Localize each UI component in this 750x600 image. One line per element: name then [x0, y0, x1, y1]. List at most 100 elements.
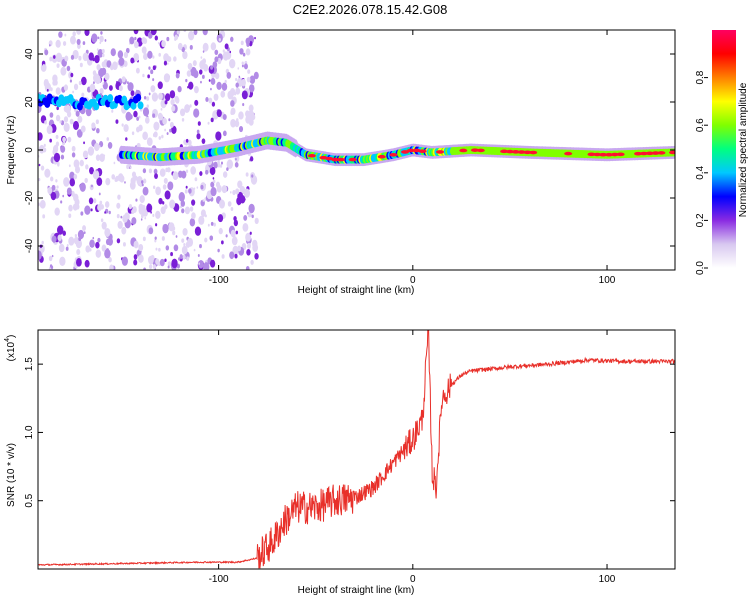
spectrogram-noise-cell [230, 107, 236, 115]
spectrogram-noise-cell [51, 254, 54, 258]
spectrogram-noise-cell [246, 41, 250, 48]
spectrogram-noise-cell [210, 181, 215, 188]
spectrogram-noise-cell [152, 133, 156, 138]
spectrogram-noise-cell [198, 262, 201, 266]
snr-series-line [38, 330, 675, 569]
snr-x-tick-label: -100 [209, 574, 229, 585]
spectrogram-noise-cell [52, 145, 59, 153]
spectrogram-noise-cell [236, 118, 239, 122]
spectrogram-noise-cell [69, 178, 76, 187]
colorbar-tick-label: 0.4 [695, 165, 706, 179]
spectrogram-noise-cell [120, 215, 123, 219]
colorbar-tick-label: 0.0 [695, 261, 706, 275]
spectrogram-noise-cell [248, 203, 255, 214]
spectrogram-noise-cell [116, 213, 120, 219]
spectrogram-noise-cell [48, 44, 51, 47]
spectrogram-noise-cell [135, 126, 140, 133]
spectrogram-noise-cell [116, 202, 121, 209]
spectrogram-noise-cell [55, 39, 61, 48]
spectrogram-noise-cell [159, 168, 166, 177]
spectrogram-noise-cell [237, 180, 243, 189]
spectrogram-noise-cell [251, 214, 254, 219]
spectrogram-noise-cell [235, 188, 240, 195]
spectrogram-noise-cell [152, 264, 157, 270]
spectrogram-noise-cell [225, 234, 228, 238]
spectrogram-noise-cell [217, 248, 220, 253]
spectrogram-noise-cell [208, 97, 213, 104]
spectrogram-noise-cell [229, 50, 232, 54]
spectrogram-noise-cell [128, 204, 133, 210]
spectrogram-noise-cell [150, 211, 152, 214]
spectrogram-noise-cell [94, 54, 100, 64]
spectrogram-noise-cell [169, 90, 176, 99]
spectrogram-noise-cell [66, 187, 72, 195]
spectrogram-noise-cell [246, 248, 251, 256]
spectrogram-noise-cell [83, 231, 86, 235]
spectrogram-noise-cell [193, 108, 200, 118]
spectrogram-noise-cell [199, 244, 202, 249]
spectrogram-noise-cell [89, 83, 96, 93]
spectrogram-noise-cell [189, 206, 194, 212]
snr-y-tick-label: 1.5 [24, 357, 35, 371]
spectrogram-noise-cell [135, 67, 140, 74]
spectrogram-noise-cell [96, 127, 100, 134]
spectrogram-noise-cell [185, 78, 188, 83]
spectrogram-noise-cell [170, 98, 175, 106]
spectrogram-noise-cell [72, 120, 80, 130]
spectrogram-noise-cell [65, 246, 69, 251]
spectrogram-noise-cell [204, 237, 208, 243]
spectrogram-noise-cell [203, 262, 210, 270]
spectrogram-noise-cell [230, 229, 236, 238]
spectrogram-peak-cell [564, 151, 573, 156]
spectrogram-noise-cell [222, 51, 229, 61]
spectrogram-noise-cell [187, 237, 194, 247]
spectrogram-noise-cell [142, 73, 145, 78]
spectrogram-noise-cell [213, 161, 218, 169]
spectrogram-noise-cell [175, 174, 178, 179]
spectrogram-noise-cell [40, 165, 45, 171]
spectrogram-noise-cell [200, 184, 204, 190]
spectrogram-noise-cell [101, 67, 107, 76]
spectrogram-noise-cell [55, 134, 59, 139]
spectrogram-y-tick-label: -40 [24, 238, 35, 253]
spectrogram-noise-cell [54, 207, 60, 216]
spectrogram-noise-cell [182, 254, 186, 260]
spectrogram-noise-cell [105, 177, 111, 186]
spectrogram-noise-cell [193, 70, 199, 79]
spectrogram-noise-cell [63, 84, 69, 91]
spectrogram-noise-cell [162, 117, 167, 125]
spectrogram-noise-cell [157, 81, 163, 90]
spectrogram-noise-cell [84, 259, 90, 268]
spectrogram-peak-cell [470, 148, 479, 152]
spectrogram-peak-cell [634, 151, 643, 156]
spectrogram-noise-cell [92, 70, 97, 76]
spectrogram-noise-cell [75, 238, 82, 249]
spectrogram-noise-cell [96, 64, 101, 71]
spectrogram-noise-cell [51, 235, 57, 243]
spectrogram-noise-cell [40, 63, 47, 72]
snr-y-tick-label: 0.5 [24, 493, 35, 507]
spectrogram-noise-cell [52, 74, 58, 83]
spectrogram-peak-cell [500, 149, 509, 154]
spectrogram-peak-cell [604, 152, 613, 157]
spectrogram-noise-cell [238, 125, 244, 133]
spectrogram-noise-cell [47, 186, 53, 195]
spectrogram-noise-cell [240, 78, 246, 87]
spectrogram-noise-cell [133, 110, 138, 118]
spectrogram-noise-cell [111, 174, 116, 180]
spectrogram-noise-cell [230, 207, 234, 212]
spectrogram-x-ticks: -100 0 100 [209, 30, 616, 286]
spectrogram-peak-cell [436, 150, 445, 154]
colorbar-tick-label: 0.2 [695, 213, 706, 227]
spectrogram-noise-cell [94, 142, 100, 152]
spectrogram-noise-cell [171, 105, 176, 112]
colorbar-gradient [712, 30, 736, 268]
spectrogram-noise-cell [249, 75, 256, 84]
spectrogram-noise-cell [218, 199, 226, 209]
spectrogram-noise-cell [175, 235, 178, 238]
spectrogram-noise-cell [155, 186, 162, 196]
spectrogram-noise-cell [154, 173, 158, 180]
spectrogram-noise-cell [92, 81, 95, 85]
spectrogram-noise-cell [200, 209, 206, 217]
spectrogram-noise-cell [96, 48, 99, 52]
